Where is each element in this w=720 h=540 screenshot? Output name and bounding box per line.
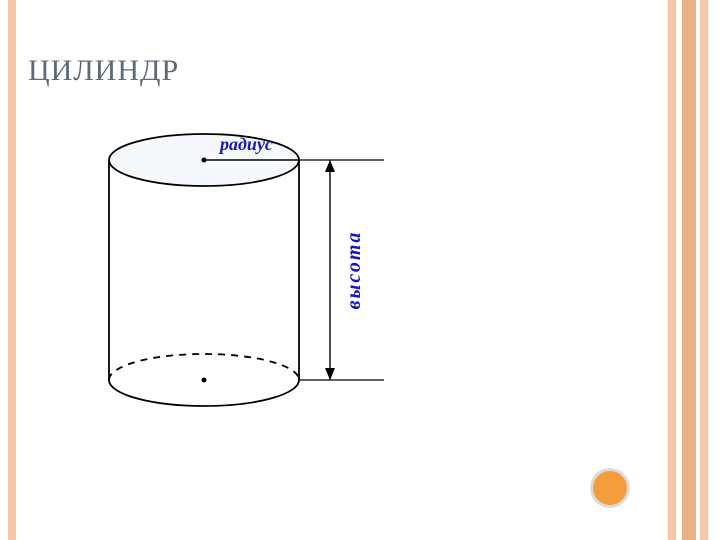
cylinder-bottom-back <box>109 354 299 380</box>
left-stripe <box>8 0 16 540</box>
right-stripe-3 <box>700 0 708 540</box>
cylinder-diagram: радиус высота <box>84 120 444 460</box>
slide-accent-dot <box>590 468 630 508</box>
page-title: ЦИЛИНДР <box>28 54 179 88</box>
height-arrowhead-top <box>325 160 335 172</box>
right-stripe-2 <box>682 0 696 540</box>
slide: ЦИЛИНДР радиус высота <box>0 0 720 540</box>
radius-label: радиус <box>218 134 273 154</box>
height-label: высота <box>343 231 365 310</box>
cylinder-bottom-front <box>109 380 299 406</box>
center-bottom-dot <box>202 378 207 383</box>
height-arrowhead-bottom <box>325 368 335 380</box>
center-top-dot <box>202 158 207 163</box>
right-stripe-1 <box>668 0 676 540</box>
